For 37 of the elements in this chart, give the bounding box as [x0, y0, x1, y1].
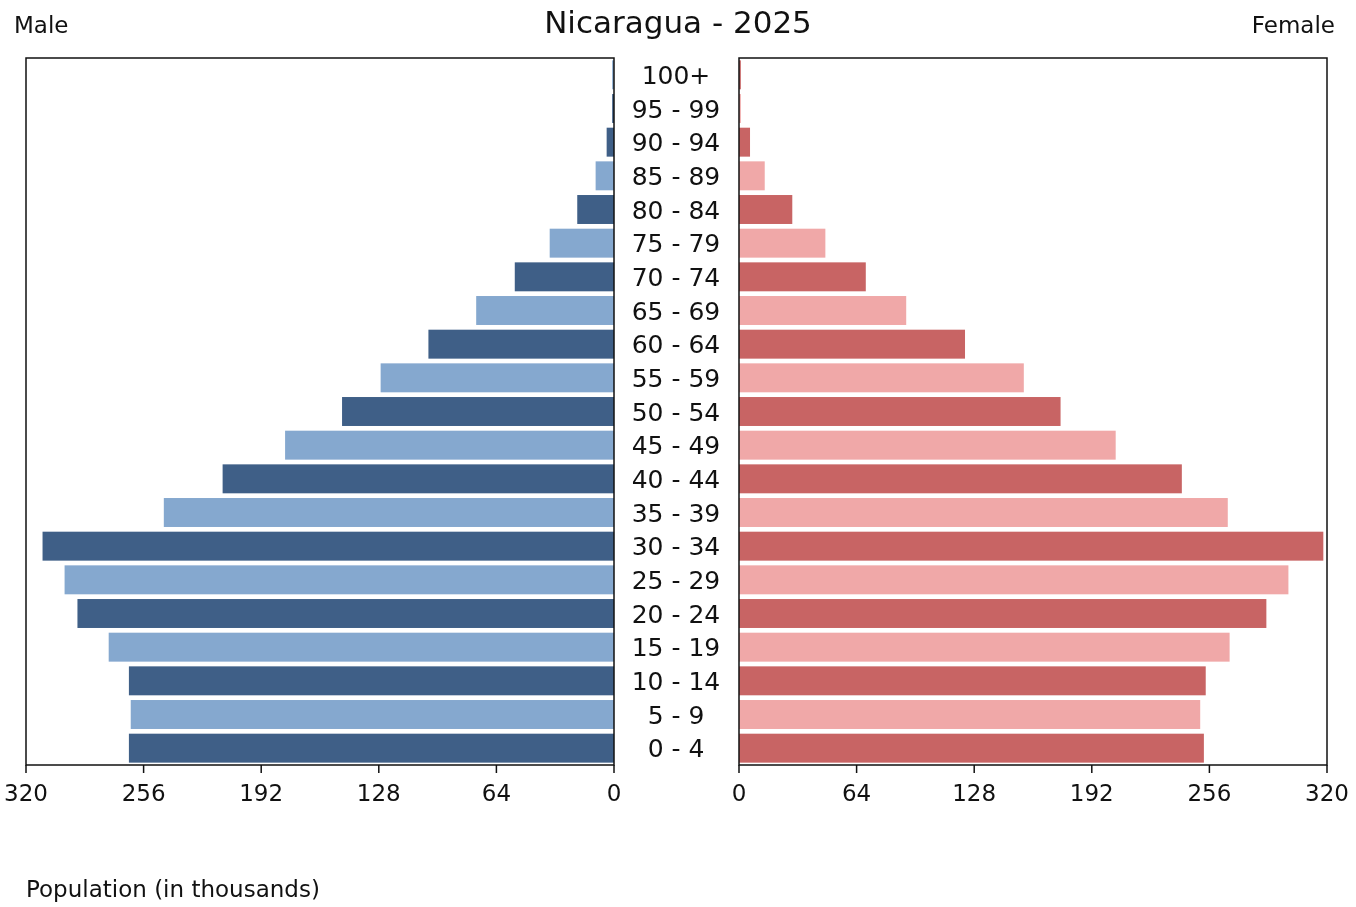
x-tick-label: 128 [356, 780, 401, 806]
y-tick-label: 95 - 99 [631, 94, 721, 124]
y-tick-label: 35 - 39 [631, 498, 721, 528]
x-tick-label: 320 [1305, 780, 1349, 806]
text: Nicaragua - 2025 [544, 4, 812, 40]
y-tick-label: 90 - 94 [631, 128, 721, 158]
y-tick-label: 0 - 4 [647, 734, 705, 764]
x-tick-label: 256 [121, 780, 166, 806]
y-tick-label: 15 - 19 [631, 633, 721, 663]
y-tick-label: 80 - 84 [631, 195, 721, 225]
y-tick-label: 100+ [641, 60, 711, 90]
y-tick-label: 45 - 49 [631, 431, 721, 461]
y-tick-label: 30 - 34 [631, 532, 721, 562]
y-tick-label: 60 - 64 [631, 330, 721, 360]
y-tick-label: 5 - 9 [647, 700, 705, 730]
x-tick-label: 192 [1069, 780, 1114, 806]
chart-subtitle: Male [14, 12, 69, 38]
y-tick-label: 40 - 44 [631, 464, 721, 494]
y-tick-label: 75 - 79 [631, 229, 721, 259]
y-tick-label: 70 - 74 [631, 262, 721, 292]
y-tick-label: 25 - 29 [631, 565, 721, 595]
x-tick-label: 320 [4, 780, 48, 806]
x-tick-label: 128 [952, 780, 997, 806]
x-tick-label: 64 [481, 780, 512, 806]
y-tick-label: 85 - 89 [631, 161, 721, 191]
y-tick-label: 10 - 14 [631, 666, 721, 696]
y-tick-label: 65 - 69 [631, 296, 721, 326]
y-tick-label: 20 - 24 [631, 599, 721, 629]
y-tick-label: 55 - 59 [631, 363, 721, 393]
x-tick-label: 0 [606, 780, 622, 806]
chart-subtitle: Female [1251, 12, 1335, 38]
x-tick-label: 64 [841, 780, 872, 806]
x-axis-title: Population (in thousands) [26, 876, 320, 902]
x-tick-label: 0 [731, 780, 747, 806]
y-tick-label: 50 - 54 [631, 397, 721, 427]
x-tick-label: 192 [239, 780, 284, 806]
x-tick-label: 256 [1187, 780, 1232, 806]
